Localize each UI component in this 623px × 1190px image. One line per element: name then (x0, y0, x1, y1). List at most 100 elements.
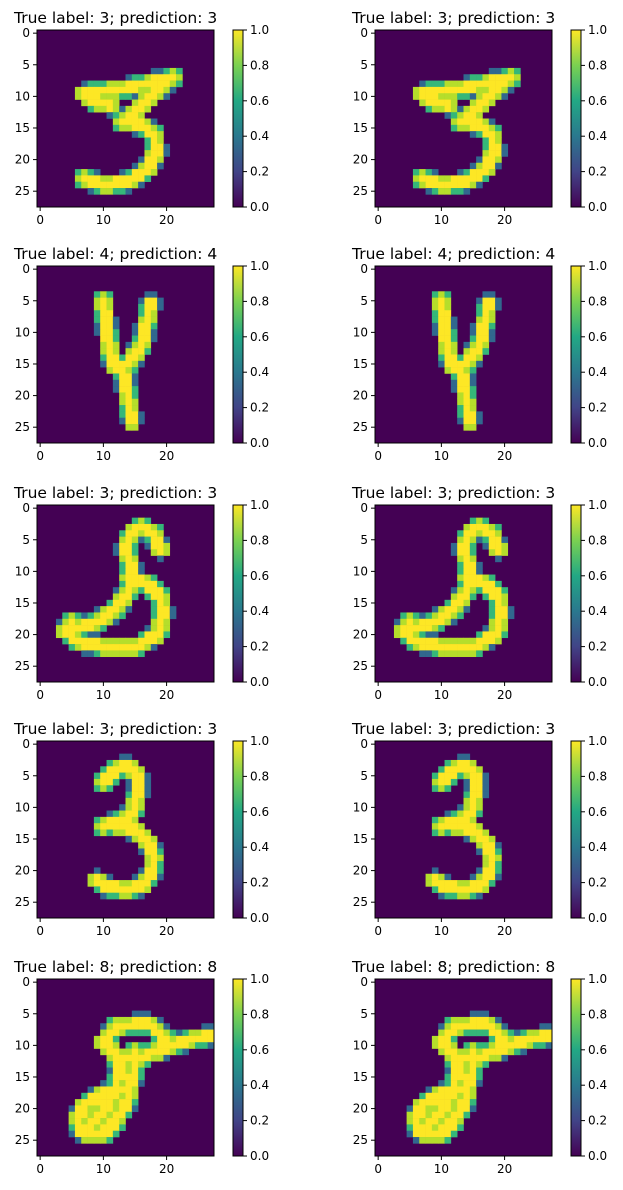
heatmap-cell (533, 1035, 540, 1043)
heatmap-cell (112, 1130, 120, 1138)
heatmap-cell (495, 555, 502, 563)
heatmap-cell (457, 1061, 464, 1068)
colorbar (232, 978, 244, 1157)
heatmap-cell (438, 354, 445, 362)
heatmap-cell (444, 1130, 452, 1138)
heatmap-cell (144, 156, 152, 164)
heatmap-cell (93, 1099, 101, 1106)
heatmap-cell (144, 829, 152, 837)
heatmap-cell (476, 341, 483, 349)
heatmap-cell (125, 791, 133, 799)
heatmap-cell (457, 823, 464, 830)
heatmap-cell (444, 80, 452, 88)
heatmap-cell (463, 536, 471, 544)
heatmap-cell (169, 606, 177, 613)
heatmap-cell (131, 1105, 139, 1113)
heatmap-cell (138, 873, 145, 881)
heatmap-cell (469, 360, 477, 368)
heatmap-cell (112, 1054, 120, 1062)
heatmap-cell (482, 542, 490, 550)
x-tick-label: 0 (36, 213, 44, 227)
heatmap-cell (495, 631, 502, 639)
axes-frame (374, 504, 553, 683)
heatmap-cell (438, 329, 445, 336)
heatmap-cell (157, 631, 164, 639)
heatmap-cell (100, 1118, 107, 1125)
heatmap-cell (488, 880, 496, 887)
heatmap-cell (157, 555, 164, 563)
subplot-title: True label: 4; prediction: 4 (351, 245, 555, 263)
heatmap-cell (463, 523, 471, 531)
heatmap-cell (112, 599, 120, 607)
heatmap-cell (412, 86, 420, 94)
heatmap-cell (469, 810, 477, 818)
heatmap-cell (444, 303, 452, 311)
heatmap-cell (469, 417, 477, 425)
heatmap-cell (438, 316, 445, 324)
heatmap-cell (74, 181, 82, 189)
heatmap-cell (169, 1035, 177, 1043)
heatmap-cell (131, 785, 139, 792)
heatmap-cell (131, 778, 139, 786)
heatmap-cell (125, 1092, 133, 1100)
y-tick-label: 10 (15, 564, 30, 578)
heatmap-cell (74, 1099, 82, 1106)
heatmap-cell (450, 1073, 458, 1081)
heatmap-cell (431, 778, 439, 786)
heatmap-cell (87, 873, 95, 881)
heatmap-cell (495, 599, 502, 607)
heatmap-cell (444, 1067, 452, 1075)
heatmap-cell (469, 93, 477, 100)
heatmap-cell (488, 1029, 496, 1037)
y-tick-label: 5 (360, 58, 368, 72)
heatmap-cell (87, 650, 95, 658)
x-tick-label: 20 (497, 688, 512, 702)
heatmap-cell (106, 1054, 114, 1062)
heatmap-cell (488, 631, 496, 639)
heatmap-cell (469, 118, 477, 126)
heatmap-cell (457, 612, 464, 620)
heatmap-cell (150, 618, 158, 626)
heatmap-cell (125, 772, 133, 780)
heatmap-cell (431, 816, 439, 824)
heatmap-cell (450, 1061, 458, 1068)
heatmap-cell (419, 169, 426, 176)
heatmap-cell (463, 810, 471, 818)
heatmap-cell (425, 175, 433, 183)
heatmap-cell (476, 93, 483, 100)
heatmap-cell (150, 842, 158, 849)
heatmap-cell (463, 753, 471, 761)
heatmap-cell (106, 892, 114, 900)
heatmap-cell (419, 631, 426, 639)
heatmap-cell (463, 379, 471, 387)
heatmap-cell (150, 99, 158, 107)
heatmap-cell (119, 587, 126, 594)
heatmap-cell (457, 398, 464, 406)
heatmap-cell (81, 80, 88, 88)
heatmap-cell (431, 637, 439, 645)
heatmap-cell (112, 379, 120, 387)
heatmap-cell (125, 823, 133, 830)
heatmap-cell (125, 759, 133, 767)
heatmap-cell (412, 1124, 420, 1132)
heatmap-cell (444, 99, 452, 107)
heatmap-cell (131, 797, 139, 805)
y-tick-label: 25 (15, 420, 30, 434)
colorbar-tick-label: 0.2 (588, 1114, 607, 1128)
heatmap-cell (169, 612, 177, 620)
x-tick-label: 10 (96, 924, 111, 938)
heatmap-cell (93, 880, 101, 887)
heatmap-cell (157, 86, 164, 94)
heatmap-cell (463, 74, 471, 81)
heatmap-cell (520, 1029, 528, 1037)
heatmap-cell (482, 1029, 490, 1037)
heatmap-cell (138, 785, 145, 792)
heatmap-cell (125, 1080, 133, 1087)
x-tick-label: 10 (96, 213, 111, 227)
heatmap-cell (138, 650, 145, 658)
heatmap-cell (125, 1042, 133, 1049)
y-tick-label: 0 (360, 501, 368, 515)
heatmap-cell (157, 1016, 164, 1024)
heatmap-cell (463, 637, 471, 645)
heatmap-cell (431, 1042, 439, 1049)
